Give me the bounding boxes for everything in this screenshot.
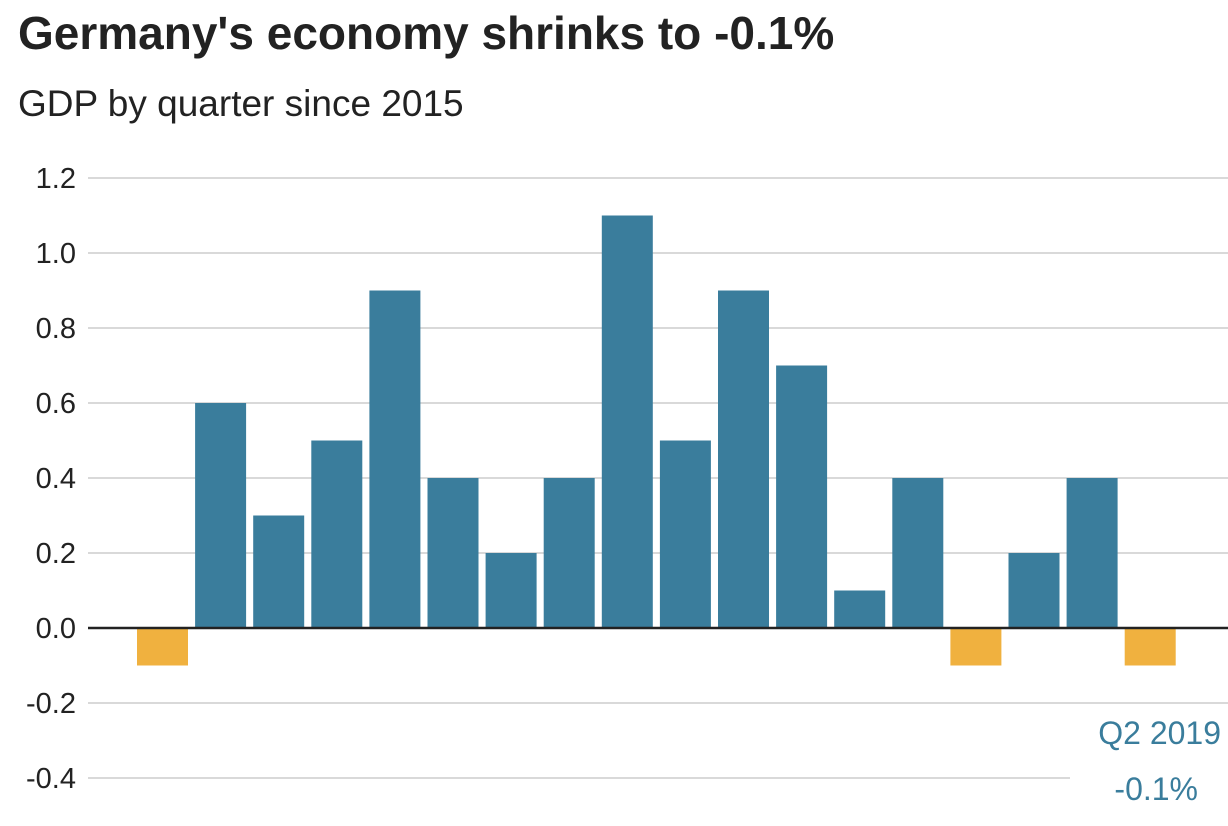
y-tick-label: -0.4 xyxy=(26,763,76,795)
y-tick-label: 0.6 xyxy=(36,388,76,420)
chart-subtitle: GDP by quarter since 2015 xyxy=(18,83,464,124)
bar xyxy=(253,515,305,628)
bar xyxy=(311,440,363,628)
y-tick-label: 0.8 xyxy=(36,313,76,345)
bar xyxy=(543,478,595,628)
bar xyxy=(137,628,188,666)
y-tick-label: 0.2 xyxy=(36,538,76,570)
bar xyxy=(950,628,1002,666)
bar xyxy=(195,403,247,628)
y-tick-label: -0.2 xyxy=(26,688,76,720)
y-tick-label: 1.0 xyxy=(36,238,76,270)
bars xyxy=(137,215,1176,666)
bar xyxy=(659,440,711,628)
bar xyxy=(834,590,886,628)
gridlines xyxy=(88,177,1228,779)
bar xyxy=(427,478,479,628)
bar xyxy=(892,478,944,628)
bar xyxy=(1066,478,1118,628)
bar xyxy=(1008,553,1060,628)
bar xyxy=(1124,628,1176,666)
bar xyxy=(369,290,421,628)
y-tick-label: 0.4 xyxy=(36,463,76,495)
y-tick-label: 0.0 xyxy=(36,613,76,645)
y-axis-tick-labels: 1.2 1.0 0.8 0.6 0.4 0.2 0.0 -0.2 -0.4 xyxy=(26,163,76,795)
annotation-value-label: -0.1% xyxy=(1114,771,1198,807)
annotation-quarter-label: Q2 2019 xyxy=(1098,715,1221,751)
bar xyxy=(776,365,828,628)
y-tick-label: 1.2 xyxy=(36,163,76,195)
bar xyxy=(601,215,653,628)
chart-title: Germany's economy shrinks to -0.1% xyxy=(18,7,835,59)
bar xyxy=(485,553,537,628)
bar xyxy=(718,290,769,628)
